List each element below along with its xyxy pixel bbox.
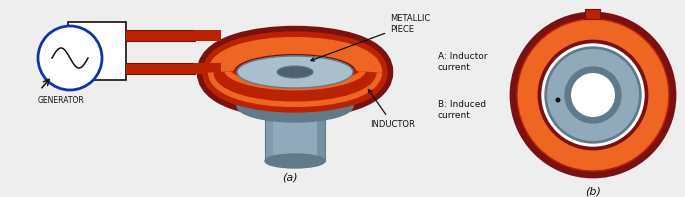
Circle shape [511,13,675,177]
Ellipse shape [265,154,325,168]
Text: (a): (a) [282,173,298,183]
Text: (b): (b) [585,187,601,197]
Bar [265,106,325,161]
Bar [193,30,221,41]
Circle shape [556,98,560,102]
Circle shape [542,44,644,146]
Ellipse shape [237,90,353,122]
Circle shape [38,26,102,90]
Text: GENERATOR: GENERATOR [38,96,85,105]
Circle shape [571,73,615,117]
Bar [237,88,353,106]
Circle shape [545,47,641,143]
Bar [126,62,195,73]
Text: A: Inductor
current: A: Inductor current [438,52,488,72]
Ellipse shape [237,56,353,88]
Bar [126,30,195,41]
Circle shape [539,41,647,149]
Ellipse shape [237,56,353,88]
Ellipse shape [277,66,313,78]
Circle shape [565,67,621,123]
Bar [193,62,221,73]
Circle shape [517,19,669,171]
Bar [265,106,273,161]
Bar [586,9,601,19]
Text: INDUCTOR: INDUCTOR [369,89,415,128]
Bar [317,106,325,161]
Text: METALLIC
PIECE: METALLIC PIECE [311,14,430,61]
Bar [68,22,126,80]
Circle shape [547,49,639,141]
Ellipse shape [277,66,313,78]
Text: B: Induced
current: B: Induced current [438,100,486,120]
